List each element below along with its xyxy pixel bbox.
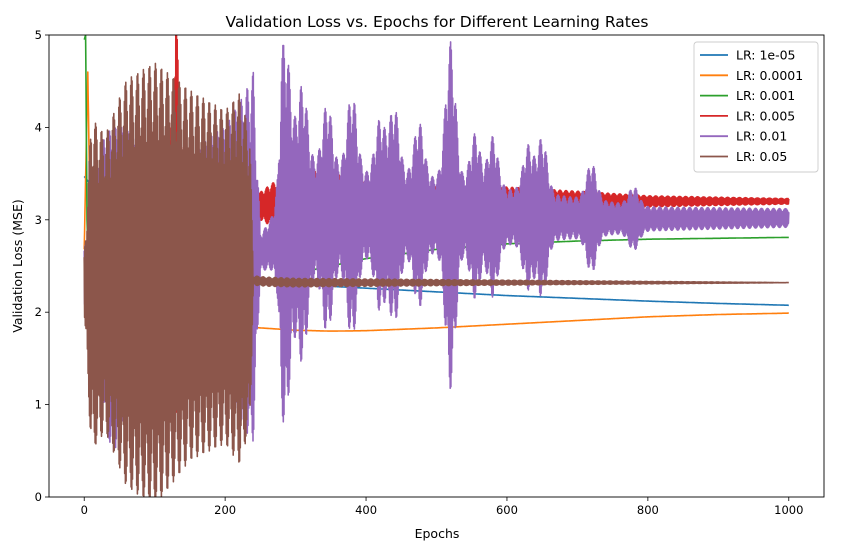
legend-entry: LR: 0.005 [736, 108, 795, 123]
series-line-5 [83, 62, 790, 497]
y-tick-label: 2 [35, 305, 42, 319]
legend-entry: LR: 0.001 [736, 88, 795, 103]
legend-entry: LR: 0.0001 [736, 68, 803, 83]
y-tick-label: 3 [35, 213, 42, 227]
legend: LR: 1e-05 LR: 0.0001 LR: 0.001 LR: 0.005 LR:… [693, 41, 819, 173]
y-tick-label: 4 [35, 120, 42, 134]
x-tick-label: 1000 [774, 503, 803, 517]
legend-entry: LR: 0.01 [736, 129, 787, 144]
y-axis-ticks: 0 1 2 3 4 5 [35, 28, 49, 504]
y-tick-label: 5 [35, 28, 42, 42]
y-tick-label: 1 [35, 398, 42, 412]
x-tick-label: 400 [355, 503, 377, 517]
x-tick-label: 0 [81, 503, 88, 517]
x-tick-label: 200 [214, 503, 236, 517]
x-tick-label: 600 [496, 503, 518, 517]
x-axis-label: Epochs [415, 526, 460, 541]
series-layer [83, 35, 790, 497]
x-tick-label: 800 [637, 503, 659, 517]
y-axis-label: Validation Loss (MSE) [10, 199, 25, 332]
x-axis-ticks: 0 200 400 600 800 1000 [81, 497, 803, 517]
legend-entry: LR: 0.05 [736, 149, 787, 164]
plot-frame [48, 34, 825, 498]
legend-entry: LR: 1e-05 [736, 48, 796, 63]
y-tick-label: 0 [35, 490, 42, 504]
chart-title: Validation Loss vs. Epochs for Different… [226, 13, 649, 31]
